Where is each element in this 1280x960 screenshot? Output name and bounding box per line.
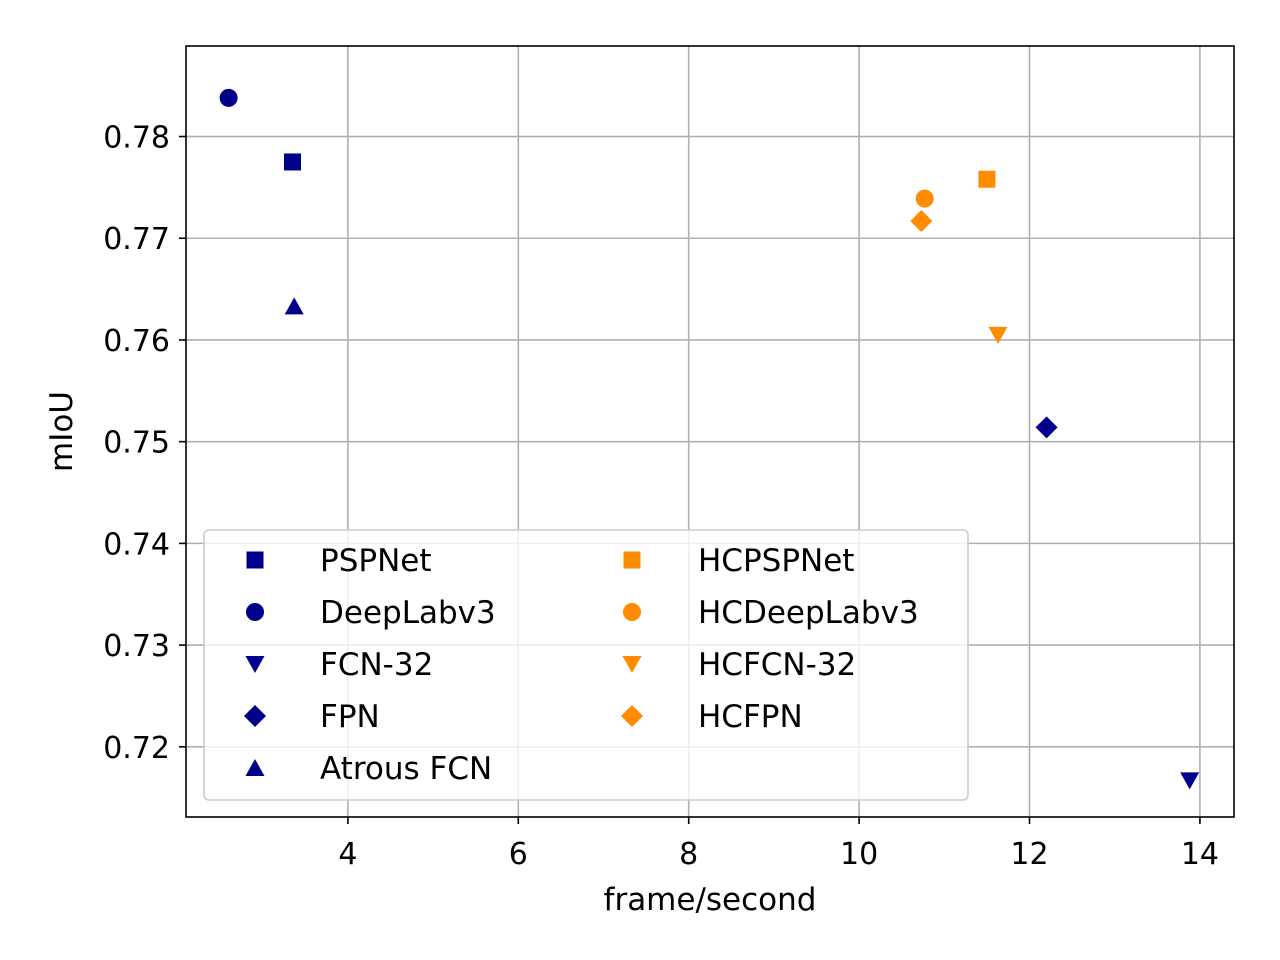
legend-label: HCFCN-32 (698, 647, 856, 683)
y-tick-label: 0.75 (103, 426, 170, 461)
data-point-hcdeeplabv3 (915, 189, 934, 208)
x-tick-label: 6 (509, 837, 528, 872)
data-point-fpn (1035, 416, 1058, 439)
legend-marker (246, 551, 264, 569)
data-point-hcfcn-32 (988, 326, 1008, 344)
legend-label: DeepLabv3 (320, 595, 496, 631)
legend-marker (623, 603, 641, 621)
legend-marker (622, 656, 642, 673)
x-tick-label: 4 (338, 837, 357, 872)
data-point-pspnet (284, 153, 302, 171)
legend-marker (245, 759, 265, 776)
x-tick-label: 10 (840, 837, 878, 872)
y-tick-label: 0.74 (103, 527, 170, 562)
data-points (219, 88, 1200, 790)
x-tick-label: 8 (679, 837, 698, 872)
data-point-hcpspnet (978, 170, 996, 188)
legend-label: Atrous FCN (320, 751, 492, 787)
legend-box (203, 529, 969, 801)
legend-marker (245, 656, 265, 673)
legend-marker (244, 705, 266, 727)
data-point-deeplabv3 (219, 88, 238, 107)
x-tick-label: 14 (1181, 837, 1219, 872)
legend-marker (621, 705, 643, 727)
legend-marker (623, 551, 641, 569)
y-tick-label: 0.76 (103, 324, 170, 359)
legend-label: HCFPN (698, 699, 803, 735)
axis-ticks: 4 6 8 10 12 14 0.72 0.73 0.74 0.75 0.76 0.77 0.78 (103, 121, 1219, 872)
y-tick-label: 0.77 (103, 222, 170, 257)
legend: PSPNet DeepLabv3 FCN-32 FPN Atrous FCN HCPSPN… (203, 529, 969, 801)
y-tick-label: 0.78 (103, 121, 170, 156)
data-point-fcn-32 (1180, 772, 1200, 790)
x-axis-label: frame/second (604, 882, 817, 918)
legend-label: HCPSPNet (698, 543, 854, 579)
plot-frame (185, 45, 1235, 818)
y-axis-label: mIoU (44, 391, 80, 472)
x-tick-label: 12 (1010, 837, 1048, 872)
legend-label: FCN-32 (320, 647, 433, 683)
data-point-atrous-fcn (284, 297, 304, 315)
legend-label: HCDeepLabv3 (698, 595, 919, 631)
legend-marker (246, 603, 264, 621)
y-tick-label: 0.72 (103, 731, 170, 766)
legend-label: PSPNet (320, 543, 431, 579)
data-point-hcfpn (910, 209, 933, 232)
legend-label: FPN (320, 699, 380, 735)
y-tick-label: 0.73 (103, 629, 170, 664)
